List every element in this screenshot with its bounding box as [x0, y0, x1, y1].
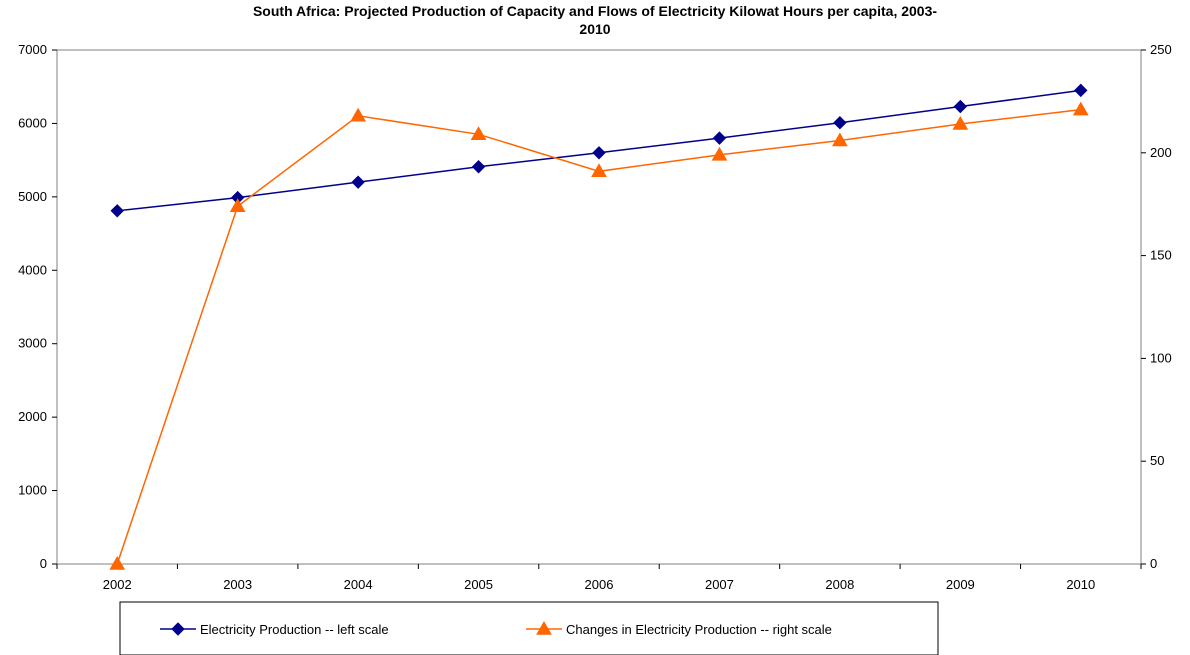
x-tick-label: 2005: [464, 577, 493, 592]
x-tick-label: 2009: [946, 577, 975, 592]
legend: Electricity Production -- left scale Chan…: [119, 601, 939, 655]
y-right-tick-label: 100: [1150, 350, 1172, 365]
y-left-tick-label: 0: [40, 556, 47, 571]
series-1-point: [471, 160, 486, 174]
y-left-tick-label: 4000: [18, 262, 47, 277]
legend-marker-2: [536, 620, 552, 635]
series-2-point: [711, 146, 728, 161]
series-1-point: [712, 131, 727, 145]
x-tick-label: 2007: [705, 577, 734, 592]
x-tick-label: 2006: [585, 577, 614, 592]
y-left-tick-label: 1000: [18, 483, 47, 498]
series-2-point: [832, 132, 848, 147]
y-left-tick-label: 2000: [18, 409, 47, 424]
y-right-tick-label: 0: [1150, 556, 1157, 571]
legend-label-2: Changes in Electricity Production -- rig…: [566, 622, 832, 637]
y-right-tick-label: 250: [1150, 42, 1172, 57]
legend-marker-1: [171, 622, 185, 636]
x-tick-label: 2003: [223, 577, 252, 592]
series-1-point: [1074, 83, 1088, 98]
series-2-point: [350, 107, 366, 122]
series-2-point: [591, 163, 607, 178]
y-left-tick-label: 6000: [18, 115, 47, 130]
series-1-point: [110, 204, 124, 218]
series-2-point: [1072, 101, 1089, 116]
y-left-tick-label: 5000: [18, 189, 47, 204]
y-right-tick-label: 150: [1150, 248, 1172, 263]
series-1-point: [833, 115, 847, 130]
x-tick-label: 2008: [825, 577, 854, 592]
plot-frame: [56, 49, 1142, 565]
chart-title-line-1: South Africa: Projected Production of Ca…: [252, 3, 938, 19]
series-2-point: [470, 126, 487, 141]
series-2-point: [229, 198, 246, 213]
series-1-point: [351, 175, 365, 189]
y-left-tick-label: 7000: [18, 42, 47, 57]
x-tick-label: 2004: [344, 577, 373, 592]
series-2-point: [109, 555, 126, 570]
y-left-tick-label: 3000: [18, 336, 47, 351]
chart-title-line-2: 2010: [579, 21, 611, 37]
y-right-tick-label: 50: [1150, 453, 1164, 468]
legend-label-1: Electricity Production -- left scale: [200, 622, 389, 637]
series-1-point: [592, 146, 606, 160]
x-tick-label: 2010: [1066, 577, 1095, 592]
x-tick-label: 2002: [103, 577, 132, 592]
series-2-line: [116, 108, 1081, 565]
series-2-point: [952, 116, 969, 130]
chart-title: South Africa: Projected Production of Ca…: [0, 2, 1190, 38]
y-right-tick-label: 200: [1150, 145, 1172, 160]
series-1-point: [953, 99, 968, 114]
